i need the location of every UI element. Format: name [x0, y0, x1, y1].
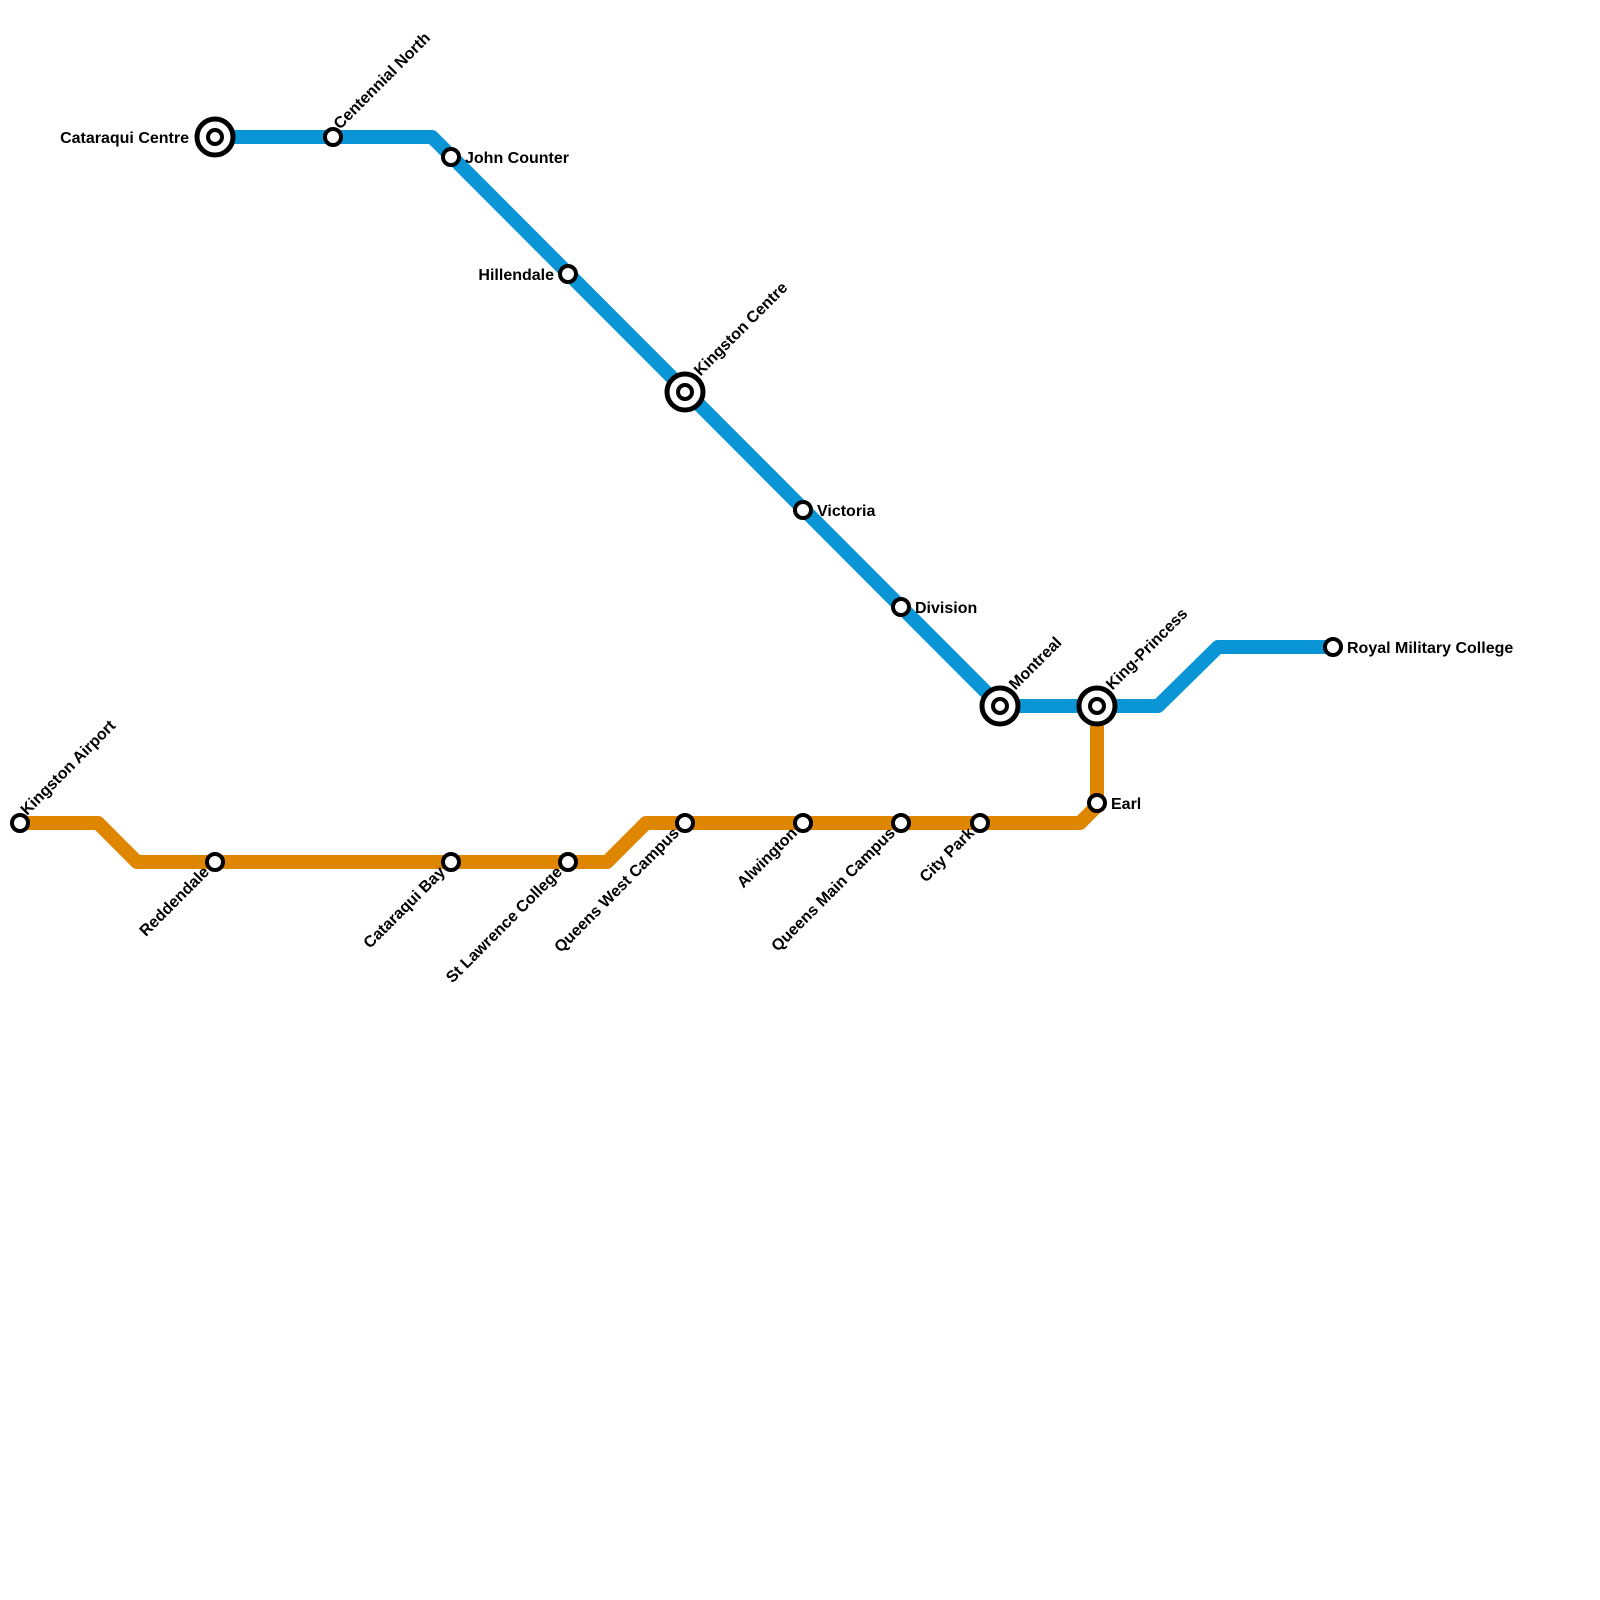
- station-marker-icon: [891, 597, 911, 617]
- station-victoria[interactable]: Victoria: [793, 500, 876, 520]
- station-marker-icon: [1087, 793, 1107, 813]
- station-hillendale[interactable]: Hillendale: [478, 264, 578, 284]
- station-label: Kingston Centre: [691, 279, 791, 379]
- interchange-inner-icon: [206, 128, 224, 146]
- station-marker-icon: [10, 813, 30, 833]
- station-kingston-airport[interactable]: Kingston Airport: [10, 717, 120, 833]
- station-marker-icon: [970, 813, 990, 833]
- interchange-inner-icon: [991, 697, 1009, 715]
- station-marker-icon: [793, 500, 813, 520]
- station-marker-icon: [323, 127, 343, 147]
- station-division[interactable]: Division: [891, 597, 977, 617]
- station-label: Victoria: [817, 503, 876, 520]
- interchange-inner-icon: [1088, 697, 1106, 715]
- station-marker-icon: [675, 813, 695, 833]
- lines-layer: [20, 130, 1333, 869]
- station-marker-icon: [205, 852, 225, 872]
- station-john-counter[interactable]: John Counter: [441, 147, 569, 167]
- station-cataraqui-centre[interactable]: Cataraqui Centre: [60, 116, 236, 158]
- station-label: Alwington: [734, 825, 801, 892]
- station-marker-icon: [558, 852, 578, 872]
- station-label: City Park: [917, 825, 978, 886]
- station-marker-icon: [1323, 637, 1343, 657]
- station-label: Montreal: [1006, 634, 1065, 693]
- station-label: Hillendale: [478, 267, 554, 284]
- station-label: John Counter: [465, 150, 569, 167]
- station-centennial-north[interactable]: Centennial North: [323, 30, 434, 147]
- station-marker-icon: [558, 264, 578, 284]
- station-label: Royal Military College: [1347, 640, 1513, 657]
- station-label: Cataraqui Bay: [361, 864, 449, 952]
- station-earl[interactable]: Earl: [1087, 793, 1141, 813]
- orange-line: [20, 706, 1104, 869]
- station-label: Kingston Airport: [18, 717, 120, 819]
- station-label: Cataraqui Centre: [60, 130, 189, 147]
- station-marker-icon: [441, 147, 461, 167]
- station-marker-icon: [793, 813, 813, 833]
- station-label: Centennial North: [331, 30, 434, 133]
- station-st-lawrence-college[interactable]: St Lawrence College: [443, 852, 578, 987]
- station-label: Earl: [1111, 796, 1141, 813]
- station-label: Reddendale: [137, 864, 213, 940]
- station-label: St Lawrence College: [443, 864, 566, 987]
- station-queens-west-campus[interactable]: Queens West Campus: [552, 813, 695, 956]
- station-label: Division: [915, 600, 977, 617]
- station-kingston-centre[interactable]: Kingston Centre: [664, 279, 791, 413]
- stations-layer: Cataraqui Centre Centennial North John Cou…: [10, 30, 1513, 987]
- station-marker-icon: [441, 852, 461, 872]
- interchange-inner-icon: [676, 383, 694, 401]
- station-marker-icon: [891, 813, 911, 833]
- station-royal-military-college[interactable]: Royal Military College: [1323, 637, 1513, 657]
